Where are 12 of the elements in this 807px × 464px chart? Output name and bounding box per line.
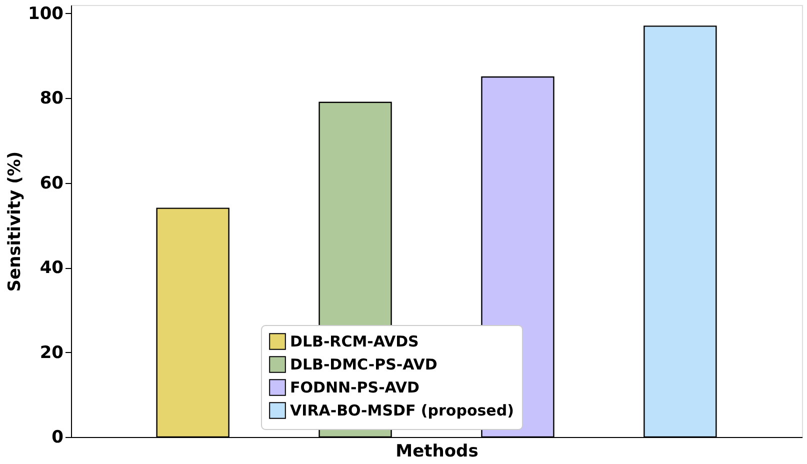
y-tick-label: 20 [40,342,64,363]
legend-label: VIRA-BO-MSDF (proposed) [290,402,514,420]
y-tick-label: 40 [40,258,64,278]
y-axis-title: Sensitivity (%) [5,151,26,292]
x-axis-title: Methods [396,442,478,462]
legend-label: FODNN-PS-AVD [290,378,420,396]
y-tick-label: 0 [52,428,64,448]
y-tick-label: 60 [40,173,64,194]
legend-label: DLB-DMC-PS-AVD [290,356,438,374]
legend-label: DLB-RCM-AVDS [290,332,419,350]
y-tick-label: 100 [28,4,64,24]
y-tick-label: 80 [40,88,64,109]
